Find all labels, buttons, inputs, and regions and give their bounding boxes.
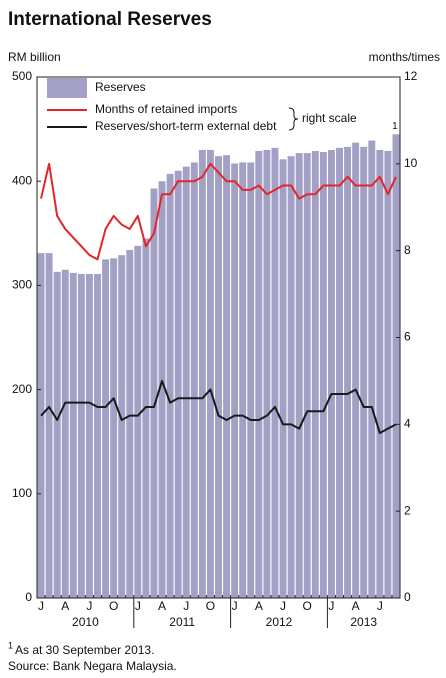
- bar: [69, 272, 77, 598]
- year-label: 2011: [169, 615, 195, 629]
- y2-tick-label: 4: [404, 417, 411, 431]
- x-tick-label: O: [206, 599, 215, 613]
- y-tick-label: 400: [12, 173, 32, 187]
- year-label: 2010: [72, 615, 99, 629]
- y-tick-label: 300: [12, 278, 32, 292]
- footnote: As at 30 September 2013.: [15, 643, 154, 657]
- bar: [142, 238, 150, 598]
- line-series: [40, 162, 397, 261]
- bar: [336, 147, 343, 598]
- bar: [110, 258, 118, 598]
- bar: [174, 170, 182, 598]
- legend-swatch: [47, 78, 87, 98]
- bar: [311, 150, 319, 598]
- bar: [206, 149, 214, 598]
- bar: [295, 153, 303, 599]
- bar: [118, 255, 126, 598]
- bar: [223, 155, 231, 598]
- y2-tick-label: 10: [404, 156, 418, 170]
- bar: [190, 162, 198, 598]
- bar: [239, 162, 247, 598]
- x-tick-label: J: [328, 599, 334, 613]
- legend-label: Reserves/short-term external debt: [95, 119, 277, 133]
- y-axis-label: RM billion: [8, 50, 61, 64]
- x-tick-label: J: [280, 599, 286, 613]
- bar: [150, 188, 158, 598]
- x-tick-label: J: [377, 599, 383, 613]
- footnote-marker: 1: [8, 640, 13, 650]
- bar: [85, 273, 93, 598]
- bar: [53, 271, 61, 598]
- annotation: 1: [392, 121, 398, 132]
- bar: [303, 153, 311, 599]
- bar: [255, 150, 263, 598]
- x-tick-label: A: [255, 599, 263, 613]
- bar: [215, 156, 222, 598]
- bar: [327, 149, 335, 598]
- x-tick-label: J: [135, 599, 141, 613]
- bar: [319, 152, 327, 599]
- legend-bg: [42, 78, 362, 136]
- bar: [279, 159, 287, 598]
- y-tick-label: 200: [12, 382, 32, 396]
- right-scale-label: right scale: [302, 111, 357, 125]
- x-tick-label: O: [109, 599, 118, 613]
- legend-label: Months of retained imports: [95, 102, 237, 116]
- bar: [61, 269, 69, 598]
- bar: [376, 149, 384, 598]
- source: Source: Bank Negara Malaysia.: [8, 659, 177, 673]
- x-tick-label: J: [86, 599, 92, 613]
- brace: [288, 107, 299, 131]
- y2-axis-label: months/times: [369, 50, 440, 64]
- bar: [271, 147, 279, 598]
- bar: [166, 173, 174, 598]
- bar: [352, 142, 360, 598]
- bar: [247, 162, 255, 598]
- legend-label: Reserves: [95, 80, 146, 94]
- x-tick-label: J: [38, 599, 44, 613]
- bar: [231, 163, 239, 598]
- bar: [198, 149, 206, 598]
- bar: [182, 166, 190, 598]
- y2-tick-label: 12: [404, 69, 418, 83]
- bar: [134, 245, 142, 598]
- bar: [392, 134, 400, 598]
- year-label: 2013: [350, 615, 377, 629]
- year-label: 2012: [266, 615, 293, 629]
- y-tick-label: 100: [12, 486, 32, 500]
- y-tick-label: 0: [25, 590, 32, 604]
- bar: [384, 150, 392, 598]
- bar: [126, 249, 134, 599]
- bar: [37, 253, 45, 598]
- bar: [77, 273, 85, 598]
- y-tick-label: 500: [12, 69, 32, 83]
- y2-tick-label: 8: [404, 243, 411, 257]
- line-series: [40, 379, 397, 435]
- bar: [158, 181, 166, 598]
- x-tick-label: A: [158, 599, 166, 613]
- chart-title: International Reserves: [8, 9, 212, 30]
- bar: [45, 253, 53, 598]
- x-tick-label: A: [61, 599, 69, 613]
- x-tick-label: O: [303, 599, 312, 613]
- y2-tick-label: 2: [404, 503, 411, 517]
- x-tick-label: J: [232, 599, 238, 613]
- bar: [344, 146, 352, 598]
- x-tick-label: J: [183, 599, 189, 613]
- x-tick-label: A: [352, 599, 360, 613]
- bar: [368, 140, 376, 598]
- bar: [94, 273, 101, 598]
- bar: [102, 259, 110, 598]
- bar: [263, 149, 271, 598]
- y2-tick-label: 0: [404, 590, 411, 604]
- bar: [360, 146, 368, 598]
- y2-tick-label: 6: [404, 330, 411, 344]
- bar: [287, 156, 295, 598]
